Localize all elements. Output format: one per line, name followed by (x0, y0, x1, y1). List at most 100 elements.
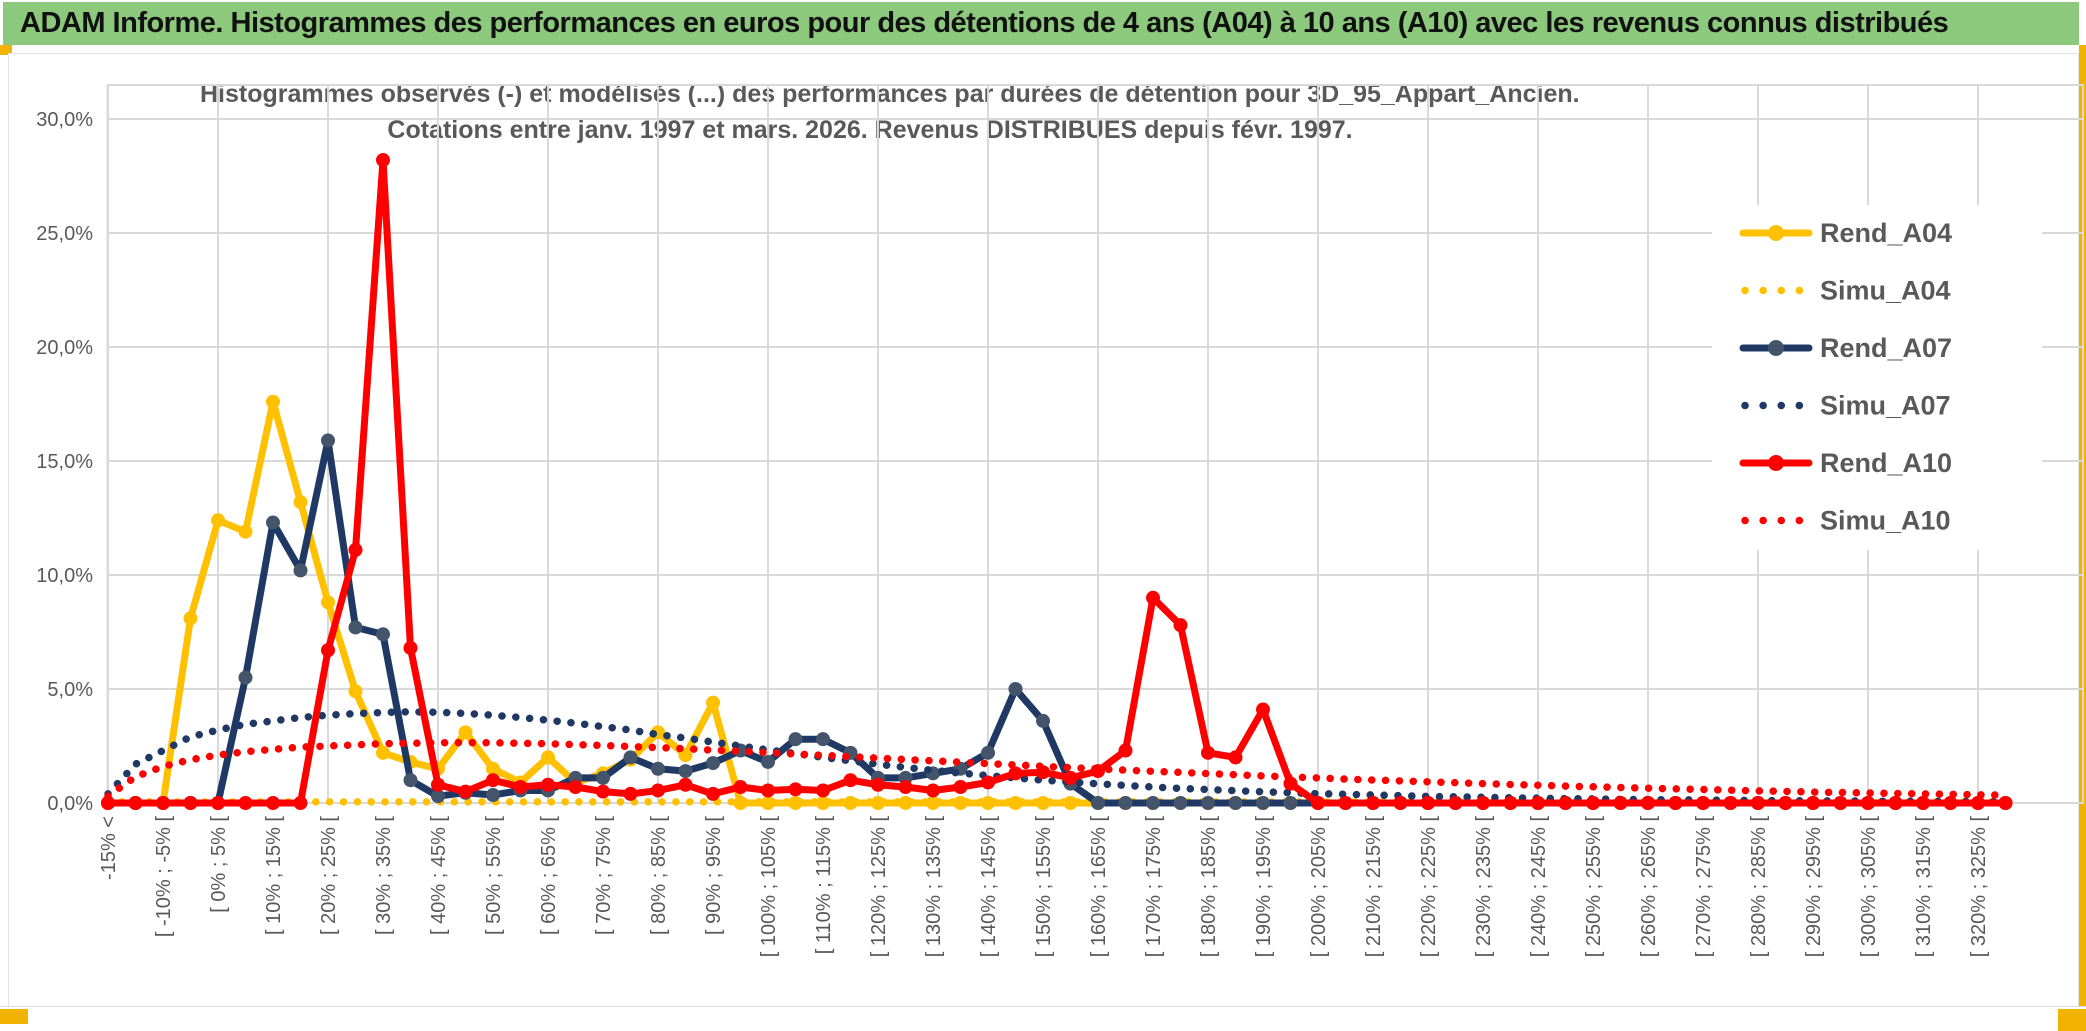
x-tick-label: [ 300% ; 305% [ (1858, 816, 1880, 958)
legend-label: Rend_A07 (1820, 333, 1952, 363)
marker-Rend_A07 (1173, 796, 1188, 810)
marker-Rend_A10 (1696, 796, 1710, 810)
marker-Rend_A07 (348, 620, 363, 635)
x-tick-label: [ 250% ; 255% [ (1583, 816, 1605, 958)
marker-Rend_A10 (211, 796, 225, 810)
x-tick-label: [ 230% ; 235% [ (1473, 816, 1495, 958)
marker-Rend_A04 (266, 394, 280, 409)
marker-Rend_A10 (1366, 796, 1380, 810)
marker-Rend_A07 (266, 515, 280, 530)
x-tick-label: -15% < (98, 816, 120, 880)
x-tick-label: [ 70% ; 75% [ (593, 816, 615, 935)
x-tick-label: [ 60% ; 65% [ (538, 816, 560, 935)
marker-Rend_A04 (183, 611, 198, 626)
legend-item-Simu_A07[interactable]: Simu_A07 (1741, 391, 1951, 421)
legend-item-Simu_A10[interactable]: Simu_A10 (1741, 506, 1951, 536)
marker-Rend_A07 (1118, 796, 1133, 810)
marker-Rend_A10 (1888, 796, 1903, 810)
marker-Rend_A10 (1806, 796, 1820, 810)
marker-Rend_A10 (156, 796, 170, 810)
y-tick-label: 5,0% (47, 679, 93, 701)
marker-Rend_A04 (486, 761, 500, 776)
x-tick-label: [ 40% ; 45% [ (428, 816, 450, 935)
marker-Rend_A10 (651, 783, 665, 798)
x-tick-label: [ 270% ; 275% [ (1693, 816, 1715, 958)
bottom-scroll-strip[interactable] (0, 1006, 2086, 1031)
marker-Rend_A10 (1201, 745, 1215, 760)
line-Simu_A10 (104, 738, 2010, 800)
legend-item-Simu_A04[interactable]: Simu_A04 (1741, 276, 1951, 306)
x-tick-label: [ 280% ; 285% [ (1748, 816, 1770, 958)
marker-Rend_A04 (238, 524, 253, 539)
x-tick-label: [ 170% ; 175% [ (1143, 816, 1165, 958)
marker-Rend_A10 (1118, 743, 1133, 758)
x-tick-label: [ 20% ; 25% [ (318, 816, 340, 935)
marker-Rend_A07 (816, 732, 830, 747)
marker-Rend_A10 (1503, 796, 1518, 810)
marker-Rend_A07 (1283, 796, 1298, 810)
marker-Rend_A10 (321, 643, 335, 658)
marker-Rend_A10 (1008, 766, 1023, 781)
x-tick-label: [ 220% ; 225% [ (1418, 816, 1440, 958)
marker-Rend_A10 (403, 640, 418, 655)
marker-Rend_A10 (1916, 796, 1930, 810)
window-title-bar: ADAM Informe. Histogrammes des performan… (3, 2, 2079, 45)
marker-Rend_A10 (596, 784, 610, 799)
marker-Rend_A10 (1531, 796, 1545, 810)
x-tick-label: [ 320% ; 325% [ (1968, 816, 1990, 958)
x-tick-label: [ 210% ; 215% [ (1363, 816, 1385, 958)
marker-Rend_A04 (1036, 796, 1050, 810)
x-tick-label: [ 190% ; 195% [ (1253, 816, 1275, 958)
marker-Rend_A04 (348, 684, 363, 699)
marker-Rend_A07 (1036, 713, 1050, 728)
x-tick-label: [ 160% ; 165% [ (1088, 816, 1110, 958)
marker-Rend_A10 (678, 777, 693, 792)
marker-Rend_A10 (1778, 796, 1793, 810)
marker-Rend_A10 (128, 796, 143, 810)
x-tick-label: [ 0% ; 5% [ (208, 816, 230, 913)
marker-Rend_A07 (1256, 796, 1270, 810)
marker-Rend_A04 (1063, 796, 1078, 810)
marker-Rend_A07 (981, 745, 995, 760)
line-Rend_A10 (104, 156, 2009, 807)
series-Rend_A10 (101, 153, 2013, 810)
marker-Rend_A10 (486, 773, 500, 788)
marker-Rend_A04 (541, 750, 555, 765)
marker-Rend_A10 (1641, 796, 1655, 810)
marker-Rend_A10 (816, 783, 830, 798)
y-tick-label: 0,0% (47, 793, 93, 815)
marker-Rend_A07 (678, 764, 693, 779)
x-tick-label: [ 110% ; 115% [ (813, 816, 835, 955)
y-tick-label: 25,0% (36, 223, 93, 245)
legend-label: Rend_A04 (1820, 218, 1952, 248)
marker-Rend_A07 (376, 627, 390, 642)
marker-Rend_A10 (1971, 796, 1985, 810)
marker-Rend_A04 (981, 796, 995, 810)
marker-Rend_A10 (1943, 796, 1958, 810)
marker-Rend_A04 (376, 745, 390, 760)
x-tick-label: [ -10% ; -5% [ (153, 816, 175, 938)
legend-item-Rend_A07[interactable]: Rend_A07 (1739, 333, 1952, 363)
marker-Rend_A07 (788, 732, 803, 747)
y-tick-label: 15,0% (36, 451, 93, 473)
marker-Rend_A10 (376, 153, 390, 168)
x-tick-label: [ 310% ; 315% [ (1913, 816, 1935, 958)
marker-Rend_A04 (1008, 796, 1023, 810)
x-tick-label: [ 180% ; 185% [ (1198, 816, 1220, 958)
legend-item-Rend_A10[interactable]: Rend_A10 (1739, 448, 1952, 478)
frame-corner-left (0, 45, 12, 55)
chart-legend: Rend_A04 Simu_A04 Rend_A07 Simu_A07 Rend_A10… (1712, 205, 2042, 550)
marker-Rend_A07 (623, 750, 638, 765)
marker-Rend_A10 (1338, 796, 1353, 810)
x-tick-label: [ 50% ; 55% [ (483, 816, 505, 935)
x-tick-label: [ 260% ; 265% [ (1638, 816, 1660, 958)
legend-item-Rend_A04[interactable]: Rend_A04 (1739, 218, 1952, 248)
marker-Rend_A10 (1833, 796, 1848, 810)
marker-Rend_A10 (871, 777, 885, 792)
marker-Rend_A10 (926, 783, 940, 798)
marker-Rend_A07 (1201, 796, 1215, 810)
marker-Rend_A10 (1448, 796, 1463, 810)
marker-Rend_A04 (458, 725, 473, 740)
marker-Rend_A07 (706, 756, 720, 771)
